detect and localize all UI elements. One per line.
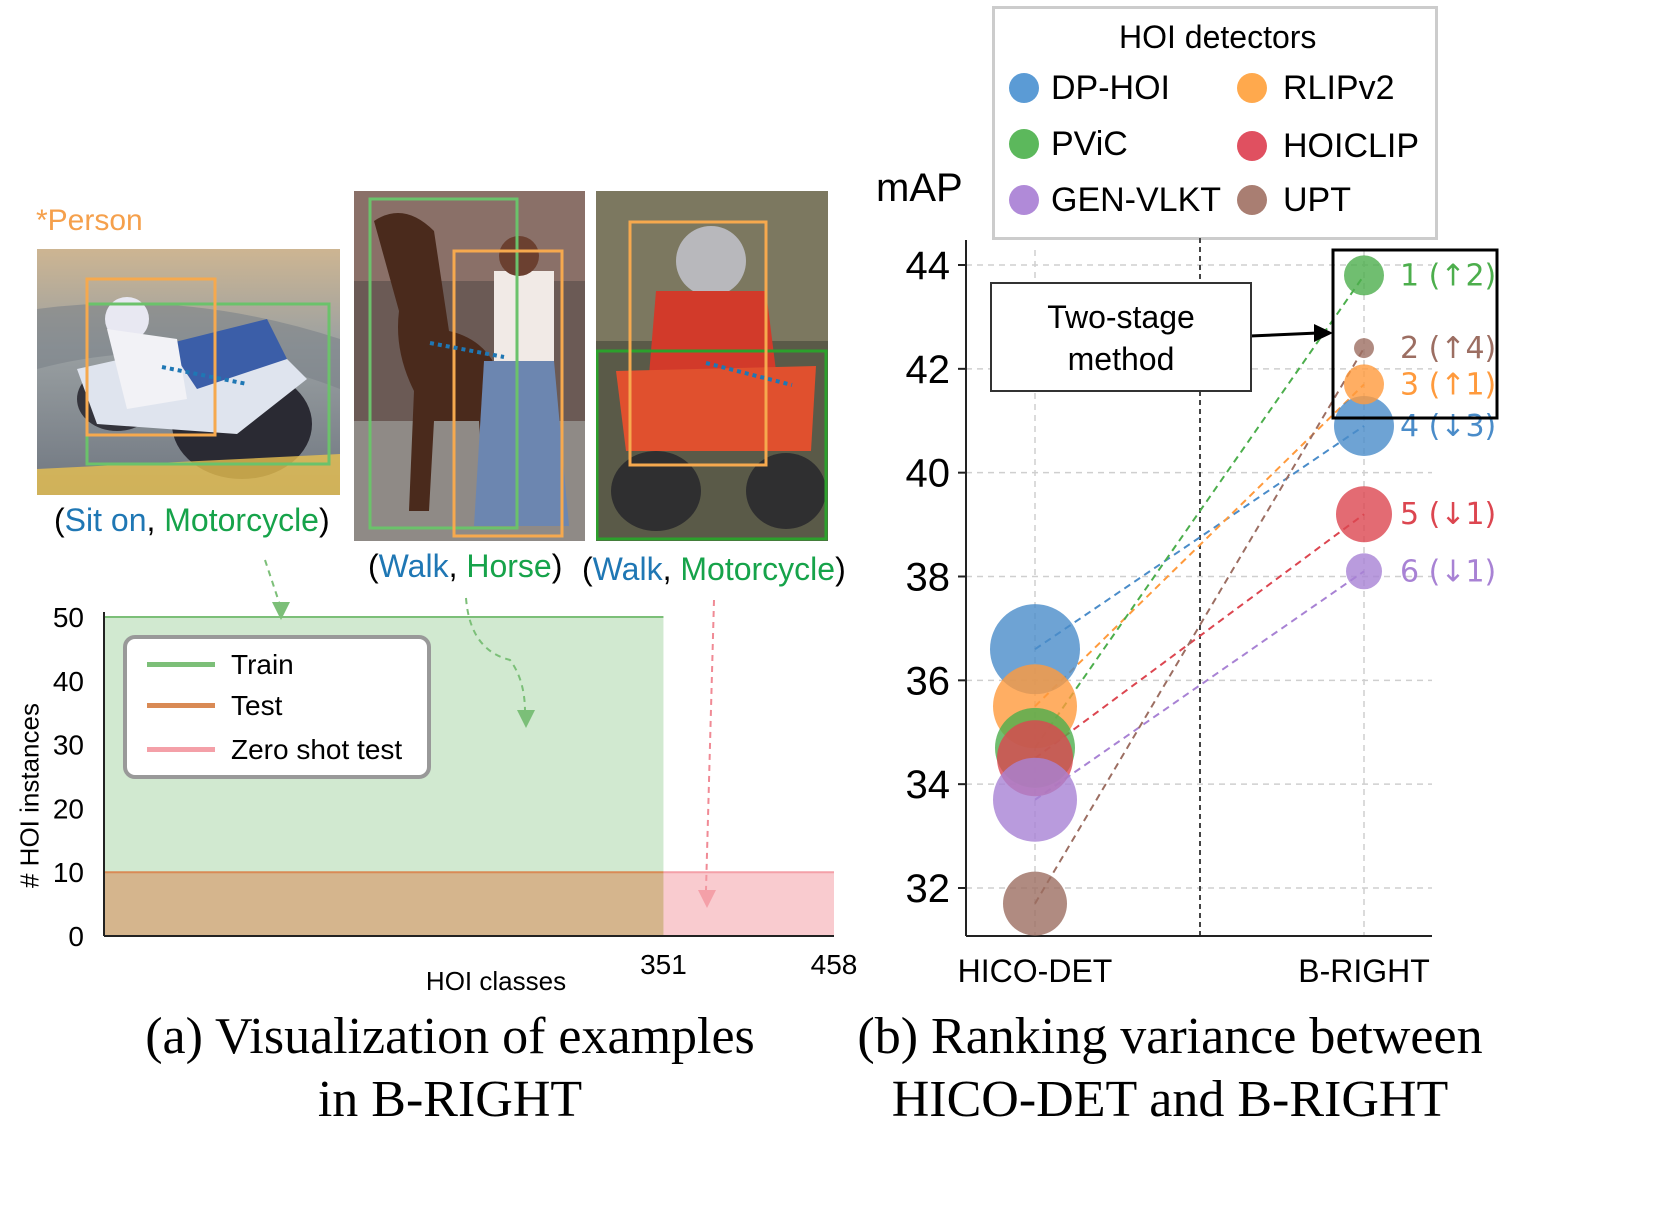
ranking-chart: 32 34 36 38 40 42 44 HICO-DET B-RIGHT 4 (↓3) 3 (↑1… bbox=[880, 230, 1661, 1010]
legend-swatch-zero-shot bbox=[147, 747, 215, 752]
annotation-arrow bbox=[1249, 331, 1319, 338]
caption-a-line1: (a) Visualization of examples bbox=[145, 1008, 755, 1065]
rank-label-dp-hoi: 4 (↓3) bbox=[1400, 409, 1496, 444]
legend-dot-gen-vlkt bbox=[1009, 185, 1039, 215]
y-tick-label: 20 bbox=[53, 793, 84, 824]
point-bright-rlipv2 bbox=[1344, 364, 1384, 405]
example-image-walk-motorcycle bbox=[596, 191, 828, 541]
legend-dot-rlipv2 bbox=[1237, 73, 1267, 103]
legend-dot-hoiclip bbox=[1237, 131, 1267, 161]
example-image-walk-horse bbox=[354, 191, 585, 541]
point-bright-pvic bbox=[1344, 255, 1384, 296]
rank-label-gen-vlkt: 6 (↓1) bbox=[1400, 554, 1496, 589]
legend-hoiclip: HOICLIP bbox=[1283, 127, 1420, 165]
y-tick-label: 38 bbox=[906, 556, 951, 600]
annotation-arrowhead bbox=[1314, 324, 1333, 342]
detector-legend: HOI detectors DP-HOI RLIPv2 PViC HOICLIP… bbox=[992, 6, 1438, 240]
rank-label-rlipv2: 3 (↑1) bbox=[1400, 367, 1496, 402]
legend-pvic: PViC bbox=[1051, 125, 1128, 163]
rank-label-pvic: 1 (↑2) bbox=[1400, 258, 1496, 293]
example-verb: Walk bbox=[378, 548, 449, 584]
legend-rlipv2: RLIPv2 bbox=[1283, 69, 1395, 107]
legend-gen-vlkt: GEN-VLKT bbox=[1051, 181, 1222, 219]
example-object: Horse bbox=[466, 548, 552, 584]
y-tick-label: 42 bbox=[906, 348, 951, 392]
person-label: *Person bbox=[36, 204, 143, 237]
example-verb: Sit on bbox=[64, 502, 147, 538]
top3-highlight-box bbox=[1331, 248, 1499, 420]
y-tick-label: 40 bbox=[906, 452, 951, 496]
rank-label-upt: 2 (↑4) bbox=[1400, 331, 1496, 366]
connector-dp-hoi bbox=[1034, 425, 1365, 651]
legend-train: Train bbox=[231, 649, 294, 680]
point-bright-upt bbox=[1354, 338, 1374, 359]
point-bright-hoiclip bbox=[1336, 486, 1392, 543]
y-axis-label: # HOI instances bbox=[14, 703, 45, 888]
y-tick-label: 10 bbox=[53, 857, 84, 888]
y-tick-label: 32 bbox=[906, 867, 951, 911]
rank-label-hoiclip: 5 (↓1) bbox=[1400, 497, 1496, 532]
x-tick-label: B-RIGHT bbox=[1298, 953, 1430, 989]
y-tick-label: 40 bbox=[53, 666, 84, 697]
x-tick-label: 351 bbox=[640, 949, 687, 980]
legend-dot-dp-hoi bbox=[1009, 73, 1039, 103]
y-axis-title-map: mAP bbox=[876, 166, 963, 210]
area-zero-shot-test bbox=[663, 872, 834, 936]
y-tick-label: 34 bbox=[906, 763, 951, 807]
legend-dp-hoi: DP-HOI bbox=[1051, 69, 1170, 107]
point-hico-gen-vlkt bbox=[993, 757, 1077, 842]
legend-zero-shot: Zero shot test bbox=[231, 734, 403, 765]
caption-b-line1: (b) Ranking variance between bbox=[857, 1008, 1483, 1065]
example-verb: Walk bbox=[592, 551, 663, 587]
example-label-2: (Walk, Horse) bbox=[368, 548, 563, 584]
y-tick-label: 30 bbox=[53, 730, 84, 761]
legend-dot-upt bbox=[1237, 185, 1267, 215]
caption-a-line2: in B-RIGHT bbox=[317, 1071, 583, 1128]
area-test bbox=[104, 872, 664, 936]
hoi-distribution-chart: 0 10 20 30 40 50 351 458 # HOI instances HOI cl… bbox=[0, 600, 880, 1010]
legend-swatch-test bbox=[147, 703, 215, 708]
y-tick-label: 50 bbox=[53, 602, 84, 633]
legend-test: Test bbox=[231, 690, 283, 721]
x-tick-label: HICO-DET bbox=[958, 953, 1113, 989]
example-label-3: (Walk, Motorcycle) bbox=[582, 551, 846, 587]
example-object: Motorcycle bbox=[164, 502, 319, 538]
x-axis-label: HOI classes bbox=[425, 966, 567, 996]
example-object: Motorcycle bbox=[680, 551, 836, 587]
caption-b-line2: HICO-DET and B-RIGHT bbox=[891, 1071, 1449, 1128]
example-image-sit-on-motorcycle bbox=[37, 249, 340, 495]
legend-title: HOI detectors bbox=[1119, 19, 1317, 55]
x-tick-label: 458 bbox=[811, 949, 858, 980]
connector-gen-vlkt bbox=[1034, 570, 1365, 801]
point-bright-dp-hoi bbox=[1334, 395, 1394, 456]
two-stage-annotation: Two-stage method bbox=[990, 282, 1252, 392]
ranking-plot: 32 34 36 38 40 42 44 HICO-DET B-RIGHT 4 (↓3) 3 (↑1… bbox=[906, 238, 1499, 989]
annotation-line1: Two-stage bbox=[1047, 299, 1195, 335]
legend-dot-pvic bbox=[1009, 129, 1039, 159]
y-tick-label: 36 bbox=[906, 659, 951, 703]
legend-swatch-train bbox=[147, 662, 215, 667]
point-hico-upt bbox=[1003, 871, 1067, 936]
legend: Train Test Zero shot test bbox=[123, 635, 431, 779]
connector-rlipv2 bbox=[1034, 383, 1365, 708]
point-bright-gen-vlkt bbox=[1346, 553, 1382, 590]
y-tick-label: 44 bbox=[906, 244, 951, 288]
y-tick-label: 0 bbox=[68, 921, 84, 952]
example-label-1: (Sit on, Motorcycle) bbox=[54, 502, 330, 538]
legend-upt: UPT bbox=[1283, 181, 1351, 219]
annotation-line2: method bbox=[1067, 341, 1175, 377]
connector-hoiclip bbox=[1034, 513, 1365, 760]
